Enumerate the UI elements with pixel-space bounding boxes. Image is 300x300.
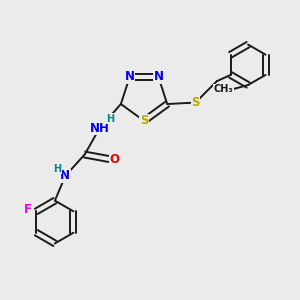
Text: N: N [153, 70, 164, 83]
Text: H: H [53, 164, 61, 173]
Text: F: F [24, 203, 32, 216]
Text: H: H [106, 114, 114, 124]
Text: S: S [191, 96, 200, 109]
Text: CH₃: CH₃ [214, 85, 233, 94]
Text: S: S [140, 114, 148, 128]
Text: N: N [60, 169, 70, 182]
Text: NH: NH [89, 122, 110, 135]
Text: N: N [125, 70, 135, 83]
Text: O: O [109, 152, 119, 166]
